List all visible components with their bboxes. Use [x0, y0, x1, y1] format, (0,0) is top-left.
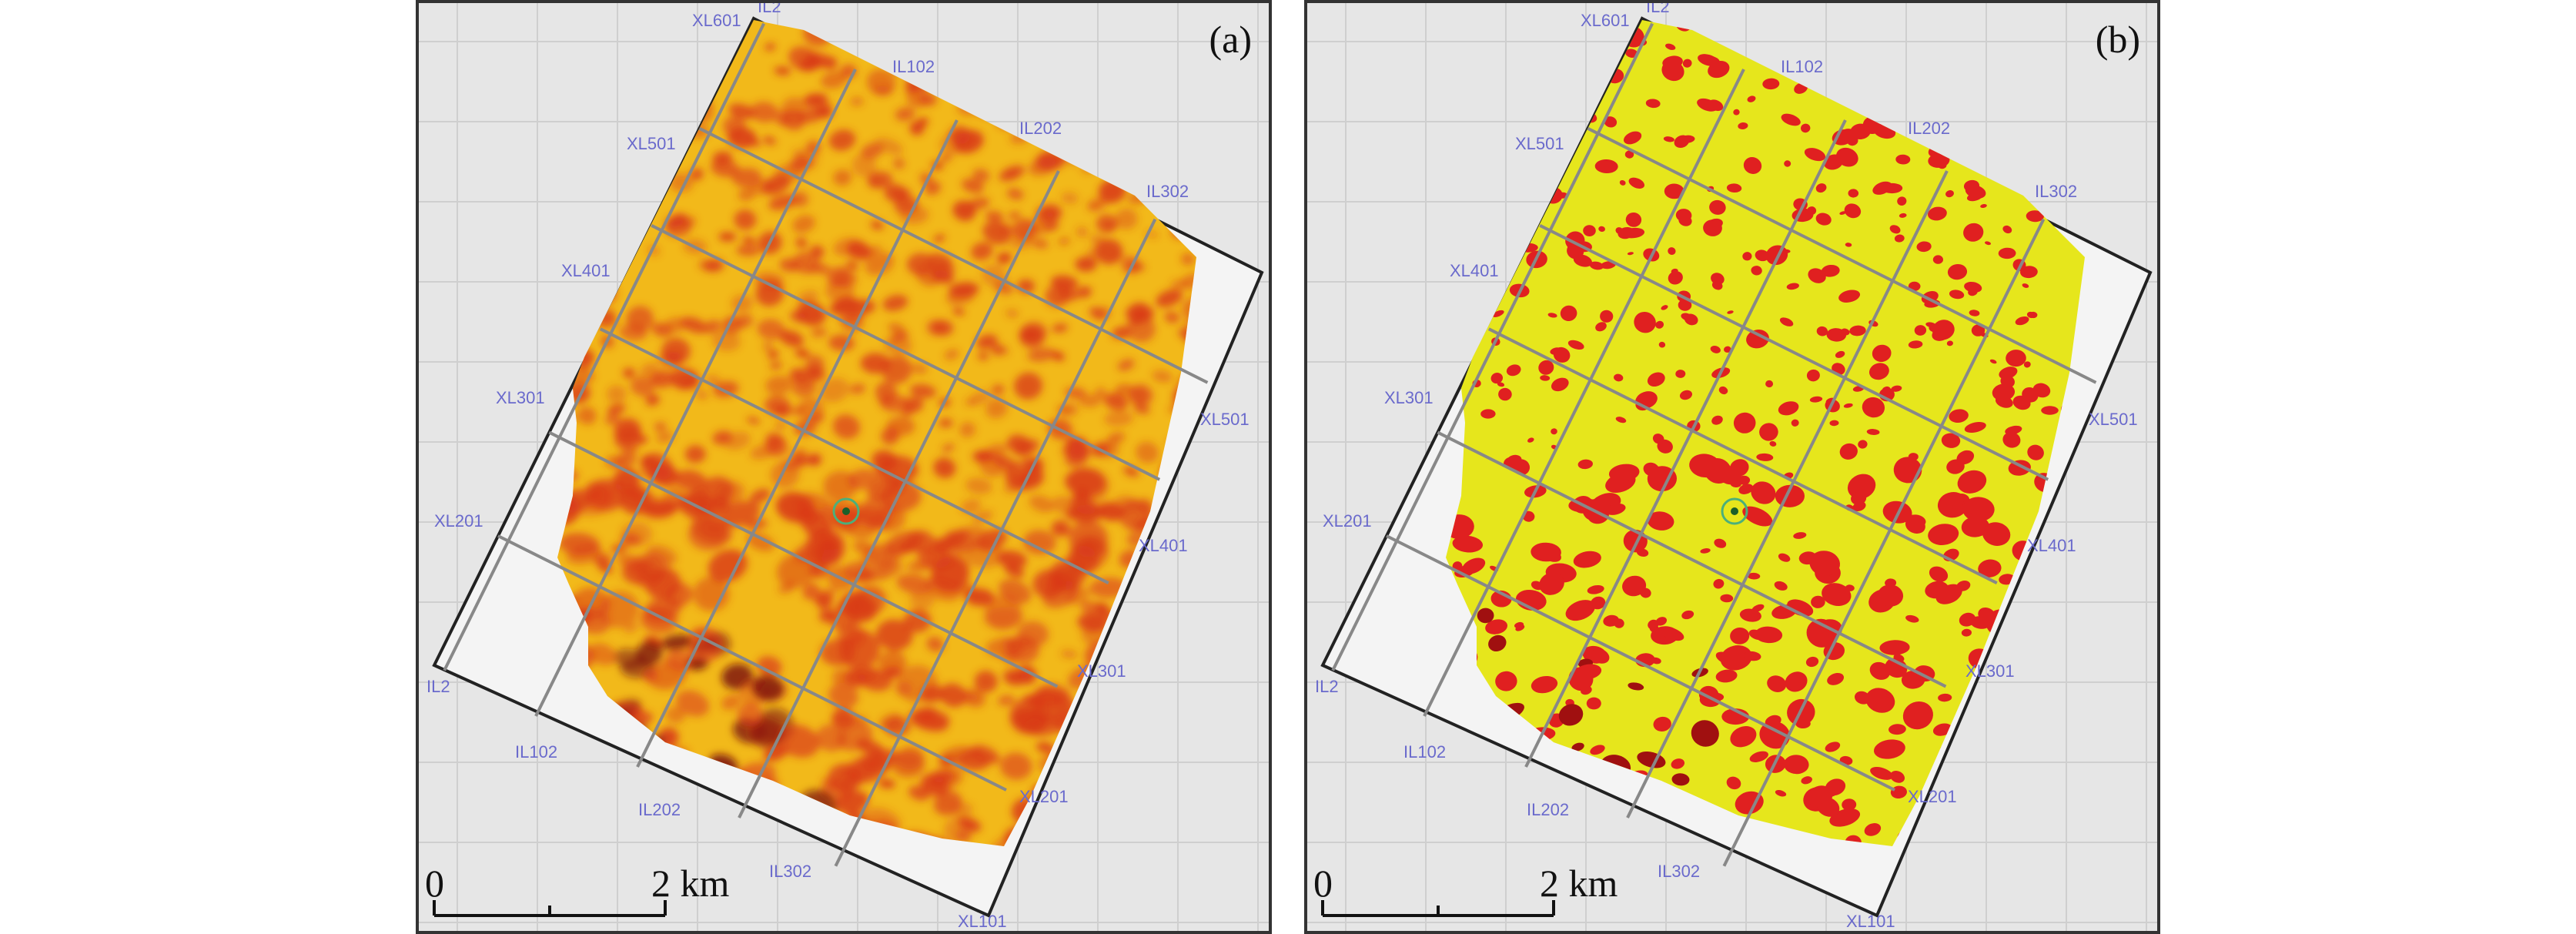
scale-bar: 0 2 km: [1313, 862, 1618, 917]
map-panel-a: IL2 IL102 IL202 IL302 IL2 IL102 IL202 IL302 XL60…: [416, 0, 1272, 934]
line-label: IL102: [1781, 57, 1823, 76]
inline-line: [738, 170, 1060, 819]
inline-line: [1626, 170, 1949, 819]
inline-line: [1423, 69, 1745, 717]
inline-line: [834, 218, 1157, 867]
line-label: XL401: [1139, 536, 1188, 555]
line-label: XL401: [561, 261, 611, 280]
line-label: IL302: [1658, 862, 1700, 881]
crossline-line: [1587, 127, 2097, 384]
map-panel-b: IL2 IL102 IL202 IL302 IL2 IL102 IL202 IL302 XL60…: [1304, 0, 2160, 934]
well-marker: [1721, 497, 1748, 525]
line-label: IL202: [1908, 119, 1950, 138]
line-label: XL201: [1323, 511, 1372, 531]
map-canvas-b: IL2 IL102 IL202 IL302 IL2 IL102 IL202 IL302 XL60…: [1307, 3, 2157, 931]
line-label: IL202: [638, 800, 681, 819]
crossline-line: [497, 534, 1007, 792]
crossline-line: [1437, 430, 1947, 688]
crossline-line: [548, 430, 1059, 688]
inline-line: [636, 119, 958, 768]
line-label: IL102: [1403, 742, 1446, 762]
line-label: XL401: [1450, 261, 1499, 280]
line-label: IL102: [892, 57, 935, 76]
map-canvas-a: IL2 IL102 IL202 IL302 IL2 IL102 IL202 IL302 XL60…: [419, 3, 1269, 931]
line-label: XL501: [1515, 134, 1564, 153]
crossline-line: [651, 224, 1161, 481]
line-label: XL501: [1200, 410, 1250, 429]
line-label: XL501: [2089, 410, 2138, 429]
crossline-line: [1487, 327, 1998, 584]
line-label: IL2: [427, 677, 450, 696]
line-label: XL401: [2027, 536, 2076, 555]
line-labels: IL2 IL102 IL202 IL302 IL2 IL102 IL202 IL302 XL60…: [427, 3, 1250, 931]
line-label: XL201: [1908, 787, 1957, 806]
well-marker: [832, 497, 860, 525]
crossline-line: [599, 327, 1109, 584]
panel-label: (b): [2095, 18, 2140, 61]
line-label: XL601: [692, 11, 741, 30]
inline-line: [1722, 218, 2046, 867]
scale-start-label: 0: [425, 862, 444, 905]
line-label: IL2: [1315, 677, 1339, 696]
line-label: IL202: [1527, 800, 1569, 819]
line-label: XL301: [496, 388, 545, 407]
line-label: XL501: [627, 134, 676, 153]
survey-lines: [443, 22, 1209, 867]
line-label: XL201: [1019, 787, 1069, 806]
scale-bar: 0 2 km: [425, 862, 730, 917]
inline-line: [443, 22, 765, 671]
line-label: XL301: [1965, 661, 2015, 681]
scale-start-label: 0: [1313, 862, 1333, 905]
line-label: XL101: [958, 912, 1007, 931]
scale-end-label: 2 km: [651, 862, 730, 905]
line-label: XL301: [1384, 388, 1434, 407]
line-label: IL302: [1146, 182, 1189, 201]
line-label: IL202: [1019, 119, 1062, 138]
crossline-line: [1386, 534, 1895, 792]
inline-line: [534, 69, 857, 717]
line-label: IL302: [769, 862, 811, 881]
crossline-line: [1539, 224, 2049, 481]
line-label: IL102: [515, 742, 557, 762]
line-label: XL601: [1581, 11, 1630, 30]
line-label: IL2: [1646, 3, 1670, 16]
inline-line: [1524, 119, 1847, 768]
scale-end-label: 2 km: [1540, 862, 1618, 905]
line-label: IL302: [2035, 182, 2077, 201]
line-label: IL2: [758, 3, 781, 16]
line-label: XL301: [1077, 661, 1126, 681]
crossline-line: [698, 127, 1209, 384]
inline-line: [1331, 22, 1654, 671]
line-labels: IL2 IL102 IL202 IL302 IL2 IL102 IL202 IL302 XL60…: [1315, 3, 2138, 931]
line-label: XL101: [1846, 912, 1895, 931]
line-label: XL201: [434, 511, 483, 531]
panel-label: (a): [1209, 18, 1253, 61]
survey-lines: [1331, 22, 2097, 867]
